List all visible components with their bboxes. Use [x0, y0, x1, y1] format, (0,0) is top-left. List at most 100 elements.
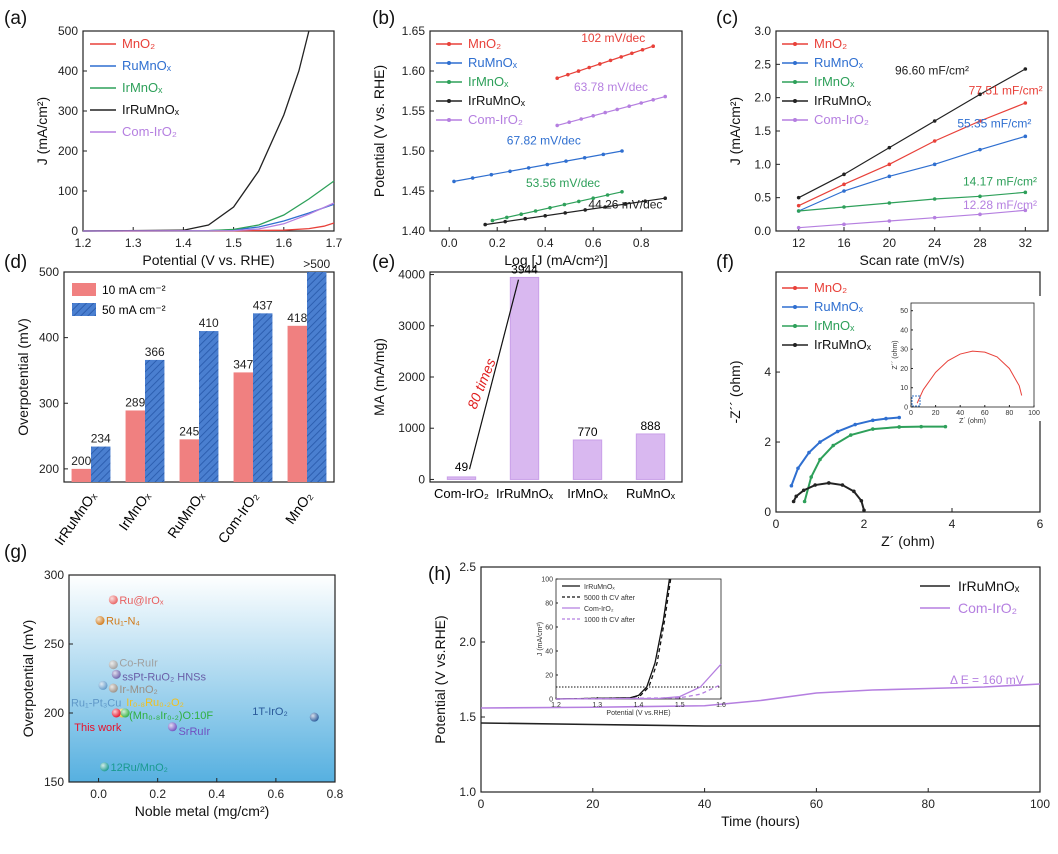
- bar-50-ma-cm: [91, 446, 111, 482]
- legend-label-rumno: RuMnOₓ: [468, 55, 518, 70]
- x-tick-label: 60: [981, 410, 989, 417]
- annotation: 80 times: [464, 356, 499, 411]
- y-tick-label: 150: [44, 775, 64, 789]
- data-point-irmno: [548, 206, 552, 210]
- data-point-highlight: [111, 669, 121, 679]
- bar-value-label: 200: [71, 454, 91, 468]
- series-line-com-iro: [555, 663, 722, 700]
- bar-10-ma-cm: [233, 372, 253, 482]
- data-point-irmno: [533, 209, 538, 213]
- x-tick-label: 12: [792, 236, 806, 250]
- legend-label-irmno: IrMnOₓ: [814, 318, 855, 333]
- data-point-irrumno: [859, 499, 864, 503]
- data-point-irmno: [591, 196, 595, 200]
- data-point-rumno: [978, 147, 982, 152]
- data-point-irmno: [831, 443, 835, 448]
- data-point-irrumno: [796, 195, 801, 200]
- legend-swatch: [72, 283, 96, 296]
- series-line-rumno: [453, 150, 623, 182]
- data-point-rumno: [884, 416, 888, 421]
- series-line-irrumno: [798, 68, 1026, 199]
- data-point-highlight: [108, 683, 118, 693]
- y-tick-label: 0.5: [754, 191, 771, 205]
- x-tick-label: 32: [1019, 236, 1033, 250]
- y-tick-label: 3000: [398, 319, 425, 333]
- data-point-irrumno: [978, 92, 982, 97]
- plot-background: [69, 575, 335, 782]
- slope-label: 67.82 mV/dec: [507, 134, 581, 148]
- x-axis-label: Noble metal (mg/cm²): [135, 803, 270, 819]
- data-point-com-iro: [567, 120, 571, 124]
- y-tick-label: 50: [900, 308, 908, 315]
- slope-label: 14.17 mF/cm²: [963, 175, 1037, 189]
- series-line-irmno: [82, 180, 335, 232]
- data-point-com-iro: [615, 107, 619, 112]
- x-tick-label: 1.5: [675, 702, 685, 709]
- bar-10-ma-cm: [125, 410, 145, 482]
- x-axis-label: Potential (V vs.RHE): [606, 710, 670, 717]
- bar-value-label: 770: [577, 425, 597, 439]
- category-label: Com-IrO₂: [434, 486, 489, 501]
- category-label: IrMnOₓ: [567, 486, 608, 501]
- bar-10-ma-cm: [287, 325, 307, 482]
- x-tick-label: 0.0: [441, 236, 458, 250]
- data-point-irrumno: [483, 222, 488, 227]
- bar-value-label: 437: [253, 298, 273, 312]
- data-point-irmno: [620, 190, 624, 194]
- y-axis-label: -Z´´ (ohm): [727, 361, 743, 424]
- y-tick-label: 1.40: [402, 224, 426, 238]
- point-label: SrRuIr: [178, 726, 210, 738]
- series-line-irrumno: [485, 197, 666, 226]
- panel-label: (d): [4, 252, 27, 273]
- arrow-line: [468, 279, 520, 470]
- data-point-rumno: [789, 483, 794, 488]
- x-axis-label: Time (hours): [721, 813, 800, 829]
- x-tick-label: 1.6: [716, 702, 726, 709]
- x-tick-label: 20: [883, 236, 897, 250]
- data-point-com-iro: [555, 123, 559, 128]
- data-point-irmno: [605, 193, 610, 197]
- y-tick-label: 40: [545, 649, 553, 656]
- data-point-irrumno: [932, 119, 937, 123]
- data-point-irrumno: [623, 202, 627, 206]
- zoom-box: [911, 395, 921, 407]
- legend-label-mno: MnO₂: [122, 36, 155, 51]
- y-tick-label: 2000: [398, 370, 425, 384]
- data-point-irmno: [849, 433, 853, 437]
- data-point-highlight: [99, 762, 109, 772]
- x-tick-label: 6: [1037, 517, 1044, 531]
- x-tick-label: 100: [1030, 797, 1050, 811]
- y-tick-label: 300: [44, 568, 64, 582]
- y-tick-label: 3.0: [754, 24, 771, 38]
- y-tick-label: 20: [545, 673, 553, 680]
- legend-label: 5000 th CV after: [584, 595, 636, 602]
- x-tick-label: 0.6: [585, 236, 602, 250]
- y-tick-label: 4: [764, 365, 771, 379]
- bar-50-ma-cm: [199, 331, 219, 482]
- data-point-irmno: [519, 212, 523, 216]
- legend-label: 50 mA cm⁻²: [102, 303, 166, 317]
- legend-label-rumno: RuMnOₓ: [122, 58, 172, 73]
- x-tick-label: 24: [928, 236, 942, 250]
- y-tick-label: 30: [900, 347, 908, 354]
- data-point-irrumno: [583, 208, 587, 212]
- category-label: MnO₂: [282, 489, 316, 527]
- data-point-rumno: [932, 162, 937, 167]
- y-tick-label: 300: [58, 104, 78, 118]
- x-axis-label: Z´ (ohm): [881, 533, 935, 549]
- bar-value-label: 418: [287, 311, 307, 325]
- series-line-irmno: [798, 191, 1026, 212]
- bar-value-label: >500: [303, 257, 330, 271]
- legend-marker: [793, 305, 797, 309]
- x-tick-label: 0.0: [90, 787, 107, 801]
- legend-label: 1000 th CV after: [584, 617, 636, 624]
- x-tick-label: 0: [909, 410, 913, 417]
- category-label: IrRuMnOₓ: [496, 486, 554, 501]
- data-point-com-iro: [651, 98, 655, 102]
- series-line-irrumno: [480, 722, 1040, 727]
- data-point-irmno: [490, 218, 495, 223]
- category-label: RuMnOₓ: [164, 488, 208, 541]
- x-tick-label: 1.6: [275, 236, 292, 250]
- legend-label-mno: MnO₂: [468, 36, 501, 51]
